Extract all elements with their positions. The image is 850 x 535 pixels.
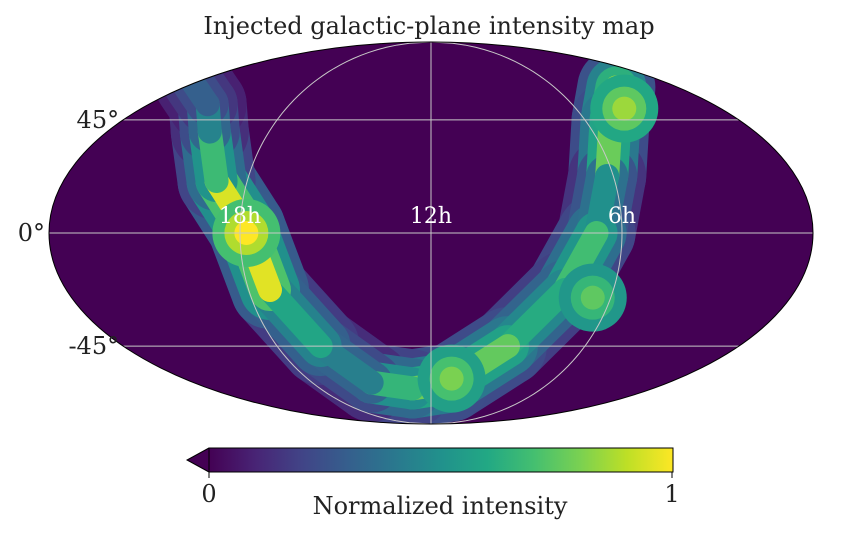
sky-frame	[48, 41, 814, 425]
ra-tick-label: 12h	[410, 204, 452, 229]
colorbar-gradient	[209, 448, 673, 472]
intensity-peak	[612, 96, 637, 121]
graticule	[49, 42, 813, 424]
colorbar: 0 1 Normalized intensity	[185, 447, 680, 520]
intensity-peak	[580, 285, 605, 310]
ra-tick-label: 6h	[608, 204, 636, 229]
intensity-peak	[439, 366, 464, 391]
band-segment	[495, 278, 577, 359]
colorbar-extend-outline	[185, 447, 210, 473]
dec-tick-label: 45°	[77, 106, 120, 134]
colorbar-tick-label-min: 0	[201, 480, 216, 508]
chart-title: Injected galactic-plane intensity map	[203, 12, 654, 40]
colorbar-frame	[208, 447, 674, 473]
colorbar-tick-label-max: 1	[664, 480, 679, 508]
sky-map	[48, 41, 814, 425]
colorbar-extend-triangle	[187, 448, 209, 472]
band-segment	[257, 278, 333, 359]
intensity-band	[154, 44, 659, 424]
dec-tick-label: 0°	[18, 219, 45, 247]
ra-gridline	[239, 42, 432, 424]
ra-tick-labels: 18h 12h 6h	[219, 204, 636, 229]
ra-tick-label: 18h	[219, 204, 261, 229]
dec-tick-labels: 45° 0° -45°	[18, 106, 119, 360]
band-segment	[181, 71, 220, 117]
colorbar-label: Normalized intensity	[313, 492, 568, 520]
ra-gridline	[430, 42, 623, 424]
dec-tick-label: -45°	[68, 332, 119, 360]
